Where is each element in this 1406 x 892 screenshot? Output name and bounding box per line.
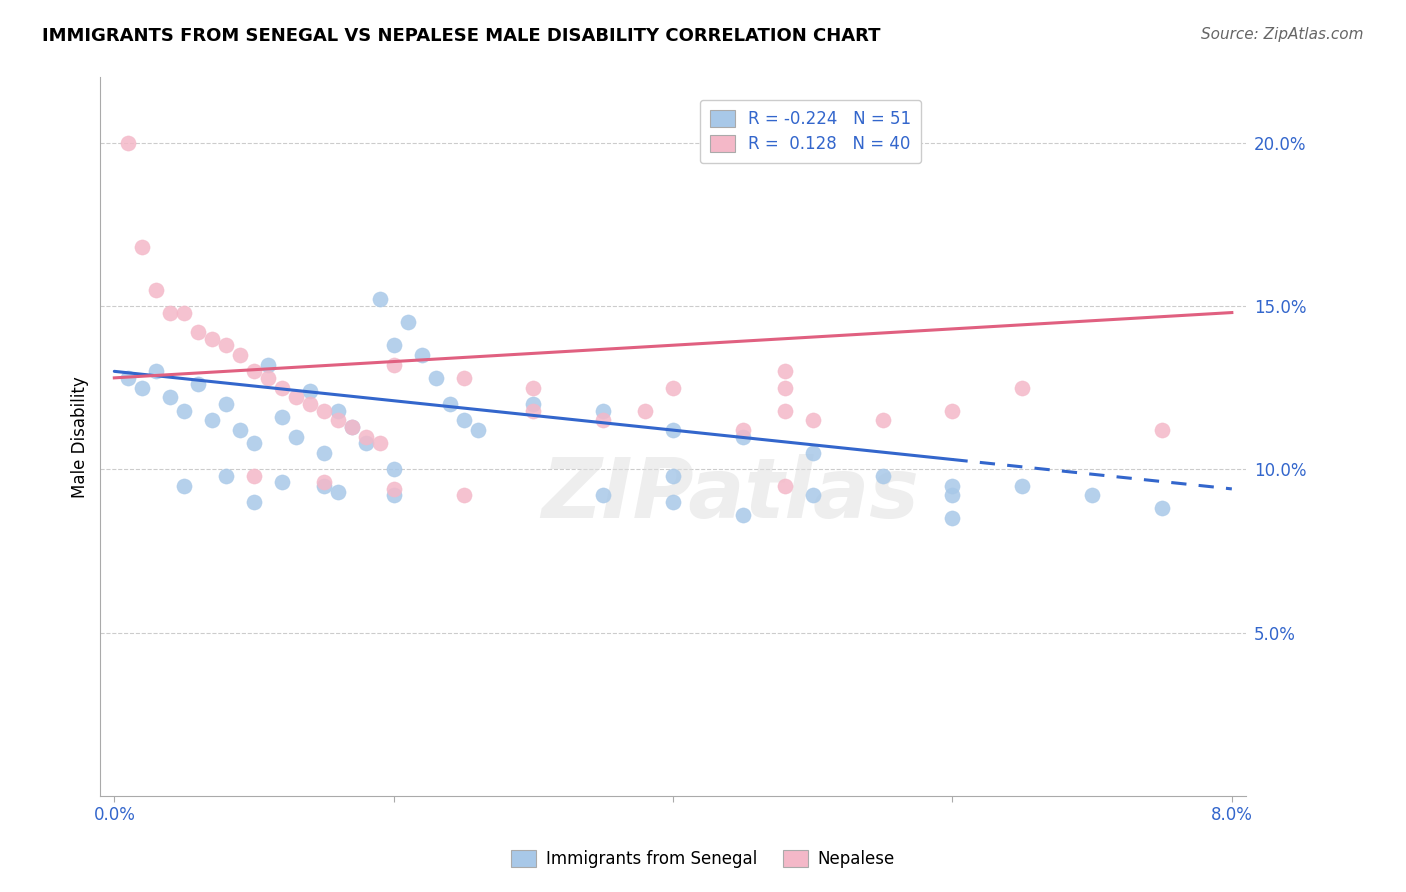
Point	[257, 371, 280, 385]
Text: ZIPatlas: ZIPatlas	[541, 454, 920, 534]
Text: 0.0%: 0.0%	[93, 806, 135, 824]
Point	[522, 397, 544, 411]
Point	[396, 315, 419, 329]
Point	[326, 413, 349, 427]
Point	[453, 413, 475, 427]
Point	[271, 381, 294, 395]
Point	[159, 305, 181, 319]
Point	[243, 495, 266, 509]
Point	[425, 371, 447, 385]
Point	[773, 381, 796, 395]
Point	[243, 364, 266, 378]
Point	[941, 511, 963, 525]
Point	[229, 423, 252, 437]
Point	[467, 423, 489, 437]
Point	[941, 478, 963, 492]
Point	[1150, 501, 1173, 516]
Point	[145, 364, 167, 378]
Point	[354, 430, 377, 444]
Point	[872, 413, 894, 427]
Point	[159, 391, 181, 405]
Point	[522, 381, 544, 395]
Point	[117, 136, 139, 150]
Point	[662, 381, 685, 395]
Point	[215, 338, 238, 352]
Point	[662, 468, 685, 483]
Point	[592, 413, 614, 427]
Point	[801, 488, 824, 502]
Point	[312, 446, 335, 460]
Point	[354, 436, 377, 450]
Point	[411, 348, 433, 362]
Point	[312, 478, 335, 492]
Text: 8.0%: 8.0%	[1211, 806, 1253, 824]
Point	[773, 364, 796, 378]
Point	[382, 482, 405, 496]
Point	[773, 478, 796, 492]
Point	[872, 468, 894, 483]
Legend: R = -0.224   N = 51, R =  0.128   N = 40: R = -0.224 N = 51, R = 0.128 N = 40	[700, 100, 921, 163]
Point	[215, 397, 238, 411]
Text: Source: ZipAtlas.com: Source: ZipAtlas.com	[1201, 27, 1364, 42]
Point	[773, 403, 796, 417]
Point	[131, 240, 153, 254]
Point	[131, 381, 153, 395]
Point	[312, 475, 335, 490]
Point	[340, 420, 363, 434]
Point	[439, 397, 461, 411]
Point	[1011, 381, 1033, 395]
Point	[941, 488, 963, 502]
Point	[382, 488, 405, 502]
Point	[592, 403, 614, 417]
Point	[662, 495, 685, 509]
Point	[284, 391, 307, 405]
Point	[368, 293, 391, 307]
Point	[145, 283, 167, 297]
Point	[731, 430, 754, 444]
Point	[215, 468, 238, 483]
Point	[271, 475, 294, 490]
Point	[731, 508, 754, 522]
Point	[1150, 423, 1173, 437]
Point	[284, 430, 307, 444]
Point	[801, 413, 824, 427]
Point	[662, 423, 685, 437]
Point	[326, 485, 349, 500]
Point	[1081, 488, 1104, 502]
Point	[340, 420, 363, 434]
Point	[801, 446, 824, 460]
Point	[201, 332, 224, 346]
Point	[173, 403, 195, 417]
Point	[382, 338, 405, 352]
Point	[382, 462, 405, 476]
Point	[187, 325, 209, 339]
Point	[453, 488, 475, 502]
Point	[243, 468, 266, 483]
Point	[592, 488, 614, 502]
Point	[941, 403, 963, 417]
Point	[298, 397, 321, 411]
Point	[257, 358, 280, 372]
Point	[201, 413, 224, 427]
Point	[522, 403, 544, 417]
Y-axis label: Male Disability: Male Disability	[72, 376, 89, 498]
Point	[368, 436, 391, 450]
Point	[312, 403, 335, 417]
Point	[173, 305, 195, 319]
Point	[243, 436, 266, 450]
Point	[173, 478, 195, 492]
Point	[187, 377, 209, 392]
Point	[453, 371, 475, 385]
Legend: Immigrants from Senegal, Nepalese: Immigrants from Senegal, Nepalese	[505, 843, 901, 875]
Point	[298, 384, 321, 398]
Point	[634, 403, 657, 417]
Text: IMMIGRANTS FROM SENEGAL VS NEPALESE MALE DISABILITY CORRELATION CHART: IMMIGRANTS FROM SENEGAL VS NEPALESE MALE…	[42, 27, 880, 45]
Point	[229, 348, 252, 362]
Point	[731, 423, 754, 437]
Point	[326, 403, 349, 417]
Point	[382, 358, 405, 372]
Point	[117, 371, 139, 385]
Point	[1011, 478, 1033, 492]
Point	[271, 410, 294, 425]
